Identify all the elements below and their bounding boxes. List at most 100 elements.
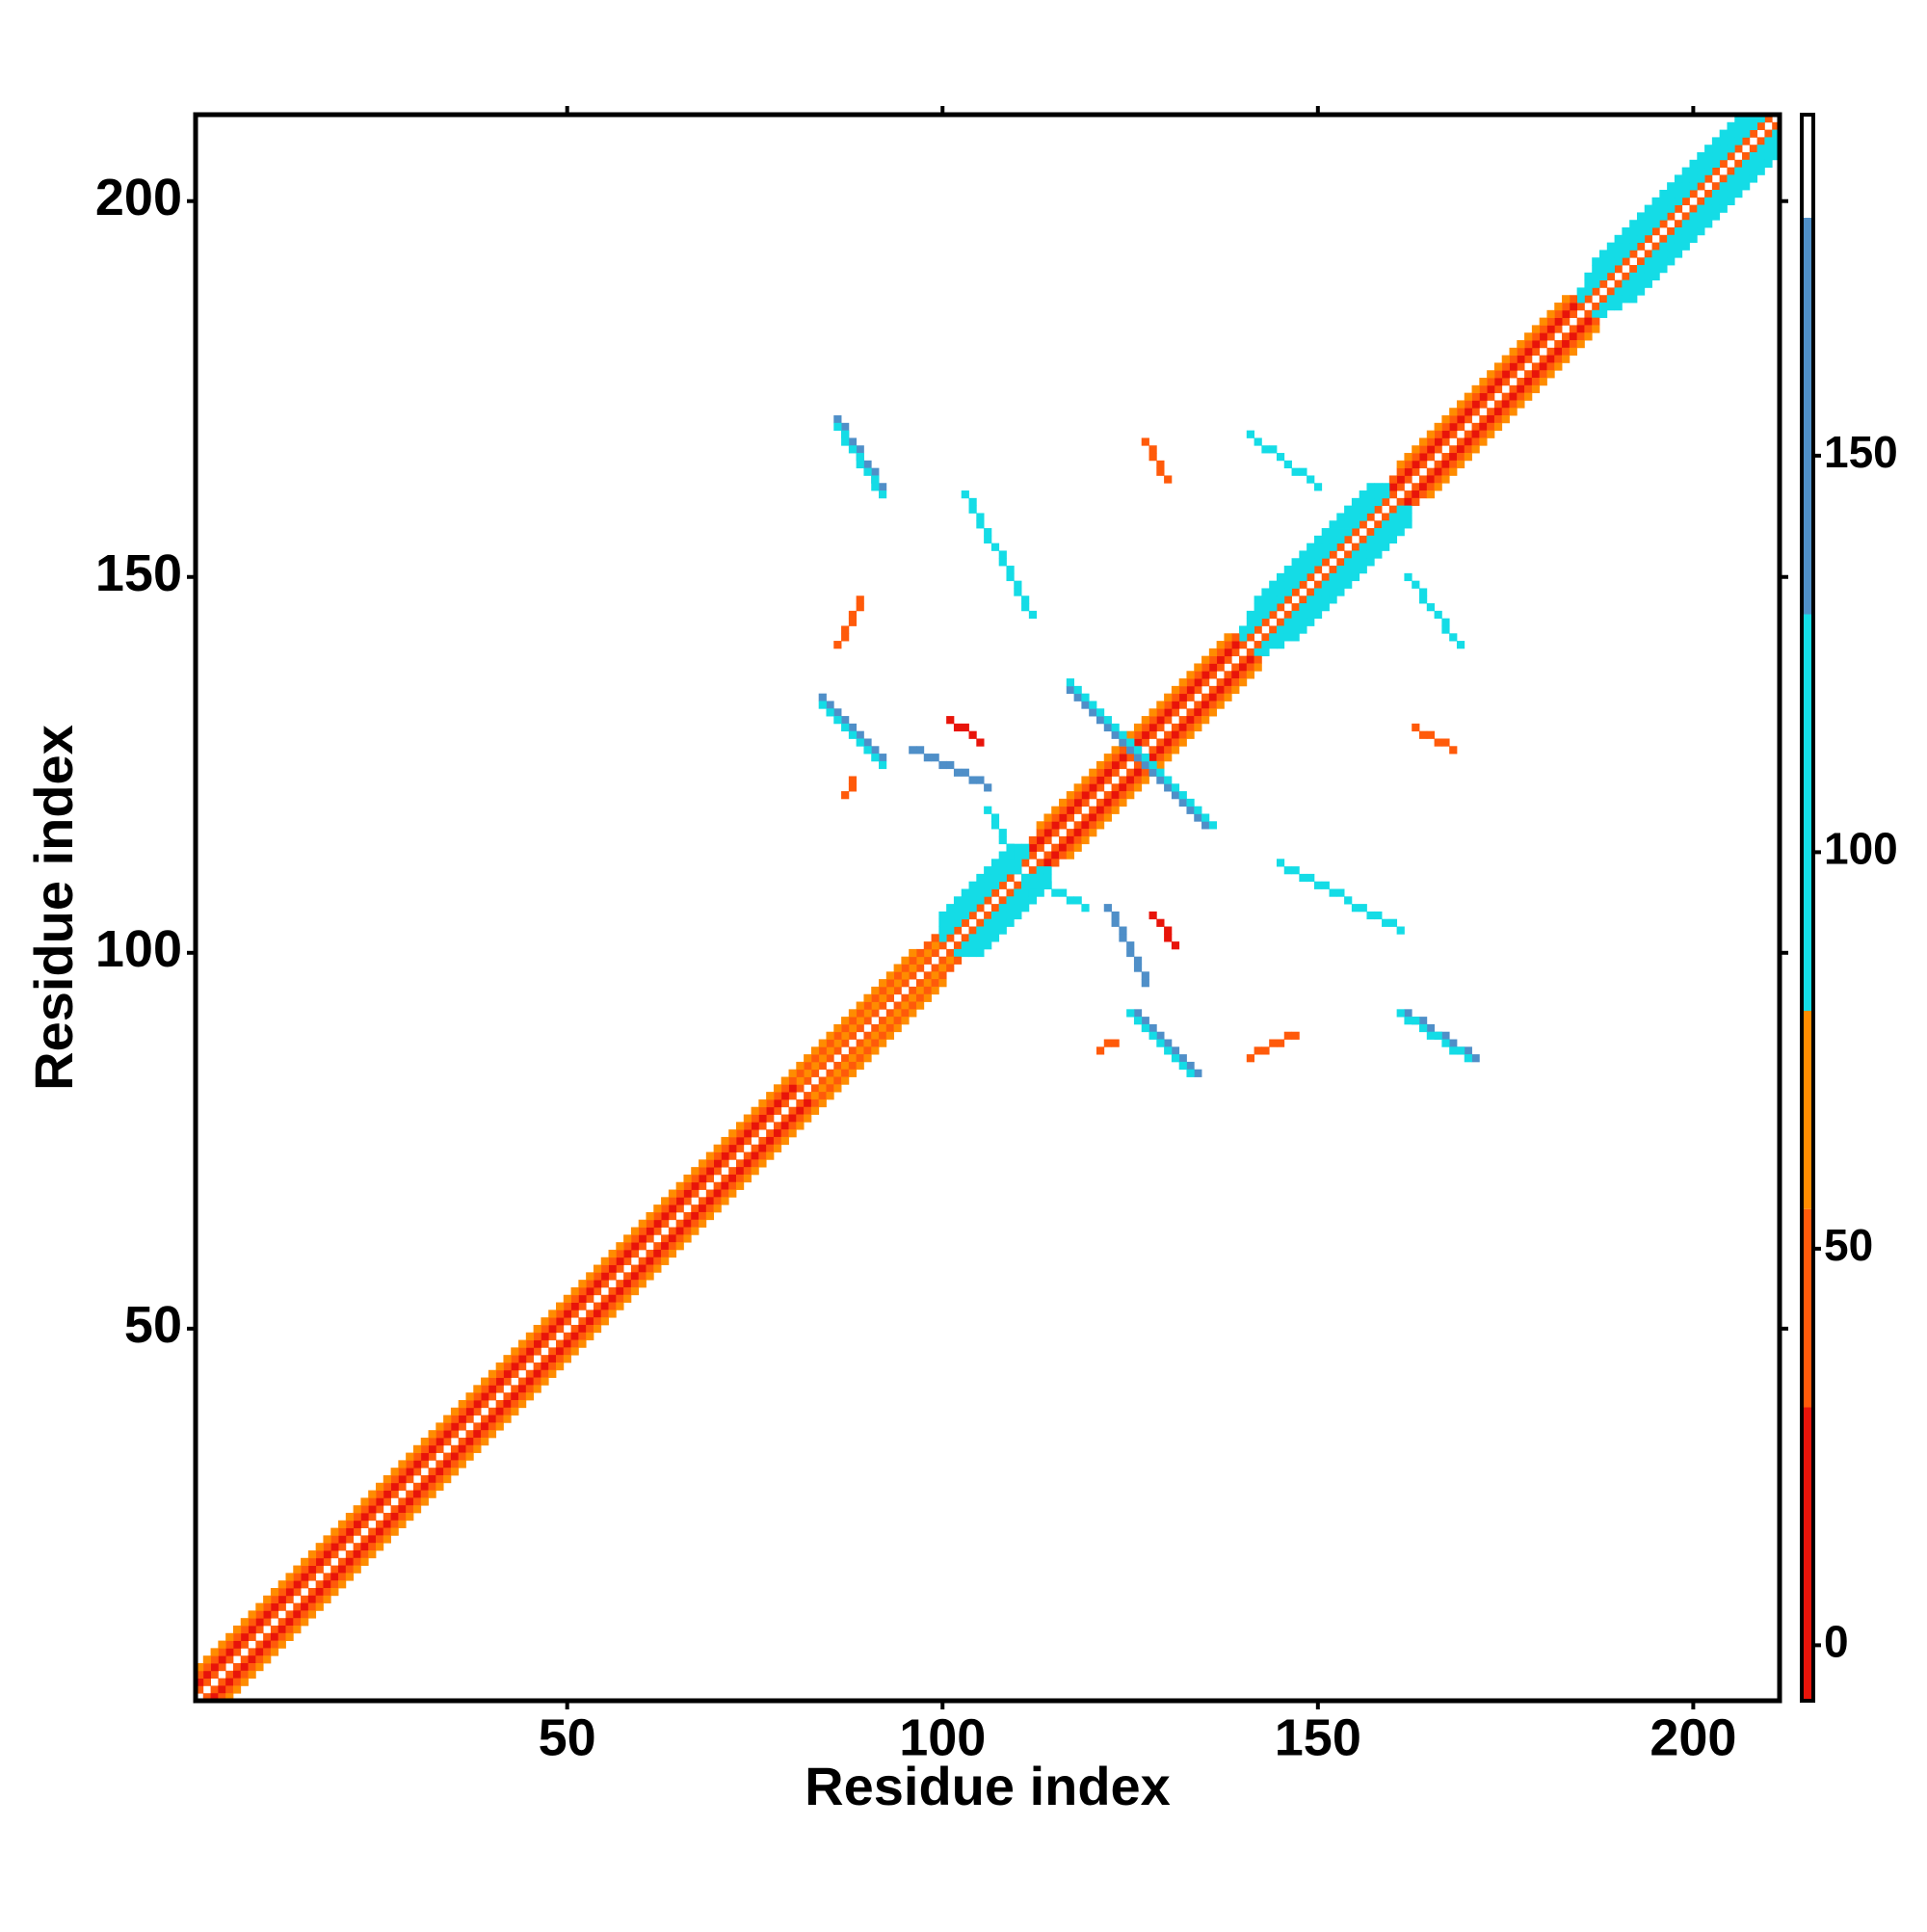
heatmap-cell <box>533 1369 541 1378</box>
heatmap-cell <box>518 1339 527 1348</box>
heatmap-cell <box>1531 384 1541 394</box>
heatmap-cell <box>1742 121 1751 131</box>
heatmap-cell <box>653 1227 662 1235</box>
heatmap-cell <box>360 1520 369 1528</box>
heatmap-cell <box>638 1219 647 1228</box>
heatmap-cell <box>196 1693 204 1702</box>
heatmap-cell <box>653 1219 662 1228</box>
heatmap-cell <box>1344 513 1353 521</box>
heatmap-cell <box>1697 174 1705 183</box>
heatmap-cell <box>1636 227 1646 236</box>
heatmap-cell <box>751 1144 759 1152</box>
heatmap-cell <box>1307 550 1315 559</box>
heatmap-cell <box>1412 453 1420 462</box>
heatmap-cell <box>1036 888 1044 897</box>
heatmap-cell <box>1103 768 1112 777</box>
heatmap-cell <box>495 1385 504 1393</box>
heatmap-cell <box>345 1557 355 1566</box>
heatmap-cell <box>1531 325 1541 333</box>
heatmap-cell <box>428 1452 436 1461</box>
heatmap-cell <box>1674 174 1683 183</box>
heatmap-cell <box>307 1602 317 1611</box>
heatmap-cell <box>998 829 1007 837</box>
heatmap-cell <box>668 1234 677 1243</box>
heatmap-cell <box>990 934 1000 942</box>
heatmap-cell <box>548 1339 557 1348</box>
heatmap-cell <box>1464 408 1472 416</box>
heatmap-cell <box>1711 190 1721 198</box>
heatmap-cell <box>1509 370 1518 379</box>
heatmap-cell <box>766 1144 775 1152</box>
heatmap-cell <box>383 1520 391 1528</box>
heatmap-cell <box>218 1693 226 1702</box>
heatmap-cell <box>743 1174 752 1183</box>
heatmap-cell <box>1412 1017 1420 1025</box>
heatmap-cell <box>1307 580 1315 589</box>
heatmap-cell <box>1426 475 1435 484</box>
heatmap-cell <box>1674 182 1683 191</box>
heatmap-cell <box>1089 821 1097 830</box>
heatmap-cell <box>533 1324 541 1334</box>
heatmap-cell <box>1382 490 1390 499</box>
heatmap-cell <box>1449 453 1458 462</box>
heatmap-cell <box>661 1242 670 1251</box>
heatmap-cell <box>1059 806 1068 814</box>
heatmap-cell <box>1562 303 1571 311</box>
heatmap-cell <box>600 1294 609 1303</box>
heatmap-cell <box>525 1339 535 1348</box>
heatmap-cell <box>1546 362 1555 371</box>
heatmap-cell <box>600 1286 609 1296</box>
heatmap-cell <box>1254 633 1262 642</box>
heatmap-cell <box>1374 483 1383 491</box>
heatmap-cell <box>570 1339 579 1348</box>
heatmap-cell <box>788 1114 797 1123</box>
heatmap-cell <box>1509 400 1518 409</box>
heatmap-cell <box>743 1136 752 1146</box>
heatmap-cell <box>383 1482 391 1491</box>
heatmap-cell <box>323 1557 331 1566</box>
heatmap-cell <box>1404 513 1412 521</box>
heatmap-cell <box>1727 167 1735 175</box>
heatmap-cell <box>225 1685 234 1694</box>
heatmap-cell <box>788 1084 797 1093</box>
heatmap-cell <box>368 1512 377 1522</box>
heatmap-cell <box>1103 776 1112 784</box>
heatmap-cell <box>675 1234 684 1243</box>
heatmap-cell <box>833 1023 842 1033</box>
heatmap-cell <box>1487 408 1495 416</box>
heatmap-cell <box>1487 415 1495 424</box>
heatmap-cell <box>901 964 910 972</box>
heatmap-cell <box>1006 881 1015 889</box>
heatmap-cell <box>503 1392 512 1401</box>
heatmap-cell <box>1689 167 1698 175</box>
heatmap-cell <box>301 1565 309 1574</box>
heatmap-cell <box>503 1407 512 1416</box>
colorbar-frame <box>1800 113 1815 1703</box>
heatmap-cell <box>1133 1017 1143 1025</box>
heatmap-cell <box>1584 287 1593 296</box>
heatmap-cell <box>653 1211 662 1221</box>
heatmap-cell <box>1419 475 1428 484</box>
heatmap-cell <box>1554 340 1563 349</box>
heatmap-cell <box>758 1136 767 1146</box>
heatmap-cell <box>608 1264 617 1273</box>
heatmap-cell <box>1396 467 1405 476</box>
heatmap-cell <box>1742 159 1751 169</box>
heatmap-cell <box>1313 595 1323 604</box>
heatmap-cell <box>1404 497 1412 507</box>
heatmap-cell <box>1426 460 1435 469</box>
heatmap-cell <box>307 1557 317 1566</box>
heatmap-cell <box>1269 625 1278 634</box>
heatmap-cell <box>1201 716 1210 725</box>
heatmap-cell <box>488 1399 497 1409</box>
heatmap-cell <box>1291 588 1300 596</box>
heatmap-cell <box>600 1272 609 1281</box>
heatmap-cell <box>1276 588 1285 596</box>
heatmap-cell <box>1021 888 1030 897</box>
heatmap-cell <box>555 1339 565 1348</box>
heatmap-cell <box>713 1167 722 1176</box>
heatmap-cell <box>646 1242 654 1251</box>
heatmap-cell <box>810 1054 820 1063</box>
heatmap-cell <box>1014 881 1022 889</box>
heatmap-cell <box>1681 242 1690 251</box>
